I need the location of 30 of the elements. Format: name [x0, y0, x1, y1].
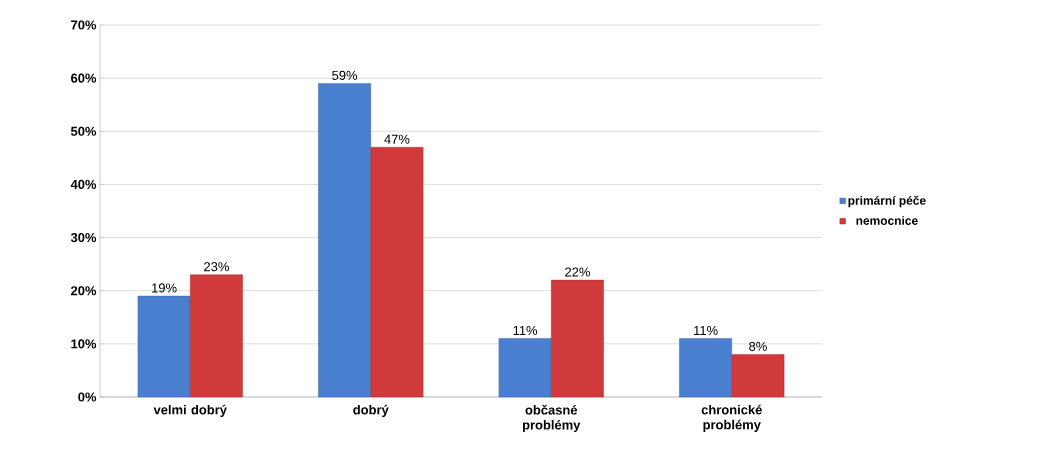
- y-tick-label: 0%: [78, 392, 97, 402]
- bar: [679, 338, 732, 398]
- legend-label: nemocnice: [856, 216, 918, 225]
- y-tick-label: 30%: [70, 232, 97, 243]
- data-label: 22%: [565, 267, 590, 277]
- y-tick-label: 40%: [70, 179, 97, 190]
- bar: [370, 147, 424, 398]
- data-label: 47%: [384, 134, 410, 144]
- data-label: 8%: [749, 341, 767, 351]
- x-tick-label: občasné problémy: [522, 404, 581, 433]
- y-tick-label: 50%: [70, 126, 97, 136]
- data-label: 19%: [152, 283, 177, 293]
- bar: [137, 295, 191, 398]
- x-tick-label: dobrý: [353, 404, 389, 417]
- y-tick-label: 60%: [71, 73, 97, 83]
- data-label: 11%: [694, 325, 718, 336]
- bar: [551, 279, 604, 398]
- data-label: 59%: [332, 70, 358, 80]
- bar: [318, 83, 371, 398]
- y-tick-label: 70%: [71, 20, 97, 30]
- y-tick-label: 20%: [71, 286, 97, 296]
- data-label: 11%: [513, 325, 538, 336]
- bar: [731, 354, 785, 398]
- x-tick-label: velmi dobrý: [153, 404, 227, 417]
- bar: [190, 274, 243, 398]
- bar: [498, 338, 552, 398]
- legend-label: primární péče: [848, 195, 926, 208]
- data-label: 23%: [204, 262, 229, 272]
- y-tick-label: 10%: [71, 339, 97, 349]
- x-tick-label: chronické problémy: [701, 404, 762, 432]
